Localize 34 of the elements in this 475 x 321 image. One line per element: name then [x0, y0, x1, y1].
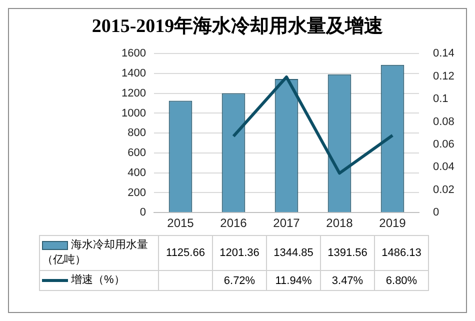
y2-tick-label: 0.06: [433, 138, 454, 150]
data-label: 6.80%: [374, 270, 428, 290]
y2-tick-label: 0: [433, 206, 440, 219]
y-tick-label: 800: [128, 127, 146, 140]
x-tick-label: 2015: [167, 216, 194, 230]
y2-tick-label: 0.08: [433, 116, 454, 128]
chart-title: 2015-2019年海水冷却用水量及增速: [90, 15, 384, 39]
y-tick-label: 1000: [122, 107, 146, 120]
data-label: 3.47%: [320, 270, 374, 290]
data-label: 6.72%: [212, 270, 266, 290]
y-tick-label: 600: [128, 147, 146, 160]
data-label: 11.94%: [266, 270, 320, 290]
legend-label: 海水冷却用水量（亿吨）: [42, 239, 148, 266]
y2-tick-label: 0.1: [433, 93, 448, 106]
x-tick-label: 2018: [326, 216, 354, 230]
y-tick-label: 0: [140, 206, 146, 219]
y-tick-label: 1200: [122, 87, 146, 100]
y-tick-label: 1600: [122, 48, 146, 60]
legend-label: 增速（%）: [71, 274, 125, 286]
y2-tick-label: 0.14: [433, 48, 454, 60]
data-label: 1201.36: [212, 236, 266, 270]
y2-tick-label: 0.04: [433, 161, 454, 174]
x-tick-label: 2019: [379, 216, 406, 230]
y2-tick-label: 0.12: [433, 70, 454, 82]
data-label: 1344.85: [266, 236, 320, 270]
data-label: 1125.66: [158, 236, 212, 270]
y-tick-label: 200: [128, 186, 146, 199]
data-label: 1486.13: [374, 236, 428, 270]
data-label: 1391.56: [320, 236, 374, 270]
y-tick-label: 400: [128, 166, 146, 179]
x-tick-label: 2017: [273, 216, 300, 230]
x-tick-label: 2016: [220, 216, 248, 230]
y-tick-label: 1400: [122, 68, 146, 80]
y2-tick-label: 0.02: [433, 184, 454, 196]
